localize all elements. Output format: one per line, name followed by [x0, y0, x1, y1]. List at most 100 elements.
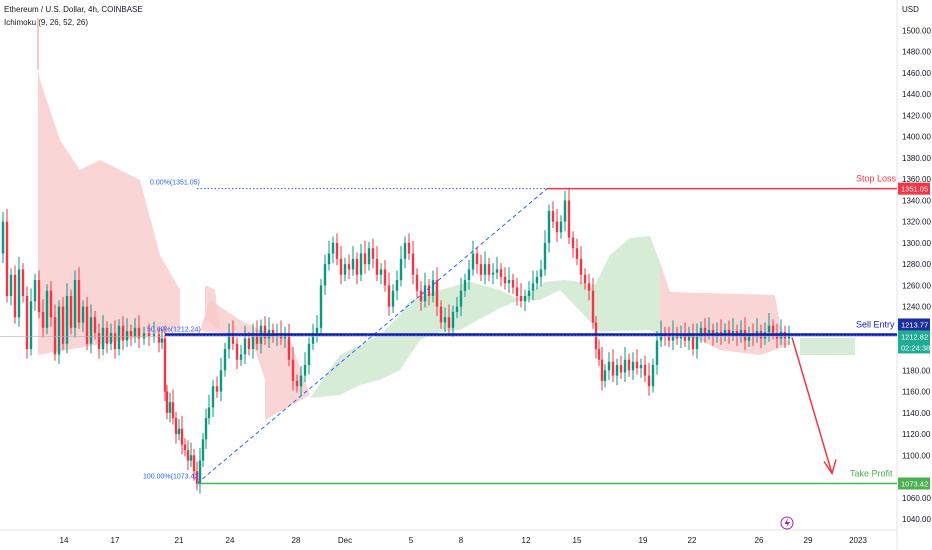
- candle-body: [186, 449, 190, 461]
- candle-body: [635, 361, 639, 369]
- candle-body: [431, 280, 435, 296]
- bullish-cloud: [800, 338, 855, 355]
- ichimoku-cloud: [38, 70, 855, 420]
- time-tick-label: 15: [573, 536, 582, 545]
- candle-body: [415, 274, 419, 291]
- sell-entry-price-badge-bg: [898, 318, 930, 331]
- candle-body: [359, 253, 363, 275]
- candle-body: [707, 329, 711, 334]
- candle-body: [711, 329, 715, 337]
- price-tick-label: 1060.00: [902, 494, 931, 503]
- candle-body: [407, 242, 411, 254]
- time-tick-label: Dec: [338, 536, 352, 545]
- last-price-badge-bg: [898, 330, 930, 343]
- candle-body: [667, 336, 671, 341]
- candle-body: [499, 269, 503, 277]
- candle-body: [600, 359, 604, 381]
- time-tick-label: 2023: [849, 536, 867, 545]
- candle-body: [1, 221, 5, 254]
- time-tick-label: 5: [409, 536, 414, 545]
- candle-body: [207, 407, 211, 419]
- candle-body: [695, 336, 699, 350]
- candle-body: [109, 333, 113, 344]
- candle-body: [435, 280, 439, 307]
- candle-body: [339, 258, 343, 275]
- price-tick-label: 1420.00: [902, 111, 931, 120]
- price-tick-label: 1440.00: [902, 90, 931, 99]
- candle-body: [475, 253, 479, 265]
- candle-body: [347, 264, 351, 270]
- candle-body: [49, 290, 53, 318]
- candle-body: [189, 455, 193, 461]
- candle-body: [367, 248, 371, 265]
- candle-body: [33, 280, 37, 302]
- price-tick-label: 1160.00: [902, 388, 931, 397]
- price-tick-label: 1480.00: [902, 48, 931, 57]
- price-tick-label: 1340.00: [902, 196, 931, 205]
- candle-body: [703, 327, 707, 334]
- candle-body: [375, 258, 379, 275]
- candle-body: [563, 200, 567, 222]
- candle-body: [411, 253, 415, 275]
- price-tick-label: 1460.00: [902, 69, 931, 78]
- candle-body: [183, 444, 187, 450]
- candle-body: [163, 338, 167, 392]
- candle-body: [511, 280, 515, 288]
- candle-body: [459, 290, 463, 307]
- candle-body: [487, 264, 491, 275]
- price-tick-label: 1040.00: [902, 515, 931, 524]
- candle-body: [25, 295, 29, 350]
- candle-body: [747, 333, 751, 341]
- candle-body: [439, 306, 443, 323]
- candle-body: [168, 402, 172, 413]
- candle-body: [219, 370, 223, 392]
- indicator-legend: Ichimoku (9, 26, 52, 26): [4, 18, 89, 27]
- candle-body: [731, 331, 735, 335]
- candle-body: [247, 338, 251, 350]
- candle-body: [739, 329, 743, 337]
- candle-body: [5, 221, 9, 296]
- candle-body: [575, 248, 579, 259]
- lightning-icon[interactable]: [780, 516, 794, 530]
- candle-body: [467, 269, 471, 281]
- candle-body: [307, 343, 311, 366]
- time-tick-label: 22: [688, 536, 697, 545]
- candle-body: [160, 338, 164, 343]
- candle-body: [223, 349, 227, 371]
- candle-body: [587, 283, 591, 291]
- candle-body: [171, 402, 175, 419]
- candle-body: [295, 380, 299, 387]
- candle-body: [555, 221, 559, 233]
- candle-body: [787, 335, 791, 339]
- candle-body: [643, 365, 647, 376]
- candle-body: [427, 285, 431, 296]
- candle-body: [319, 285, 323, 328]
- candle-body: [69, 295, 73, 328]
- time-tick-label: 17: [111, 536, 120, 545]
- candle-body: [121, 325, 125, 341]
- price-tick-label: 1260.00: [902, 281, 931, 290]
- candle-body: [543, 242, 547, 270]
- currency-label: USD: [902, 5, 919, 14]
- price-tick-label: 1240.00: [902, 303, 931, 312]
- candle-body: [771, 325, 775, 334]
- stop-loss-price-badge: 1351.05: [901, 185, 928, 194]
- candle-body: [471, 253, 475, 270]
- candle-body: [391, 290, 395, 307]
- candle-body: [174, 418, 178, 435]
- candle-body: [535, 276, 539, 284]
- take-profit-price-badge-bg: [898, 477, 930, 490]
- candle-body: [201, 439, 205, 461]
- price-tick-label: 1300.00: [902, 239, 931, 248]
- candle-body: [687, 333, 691, 341]
- candle-body: [447, 317, 451, 328]
- candle-body: [547, 211, 551, 243]
- time-axis: 14 17 21 24 28 Dec 5 8 12 15 19 22 26 29 2023: [60, 536, 868, 545]
- candle-body: [495, 269, 499, 273]
- candle-body: [611, 361, 615, 376]
- candle-body: [125, 331, 129, 341]
- candle-body: [13, 274, 17, 318]
- candle-body: [129, 331, 133, 337]
- price-tick-label: 1100.00: [902, 451, 931, 460]
